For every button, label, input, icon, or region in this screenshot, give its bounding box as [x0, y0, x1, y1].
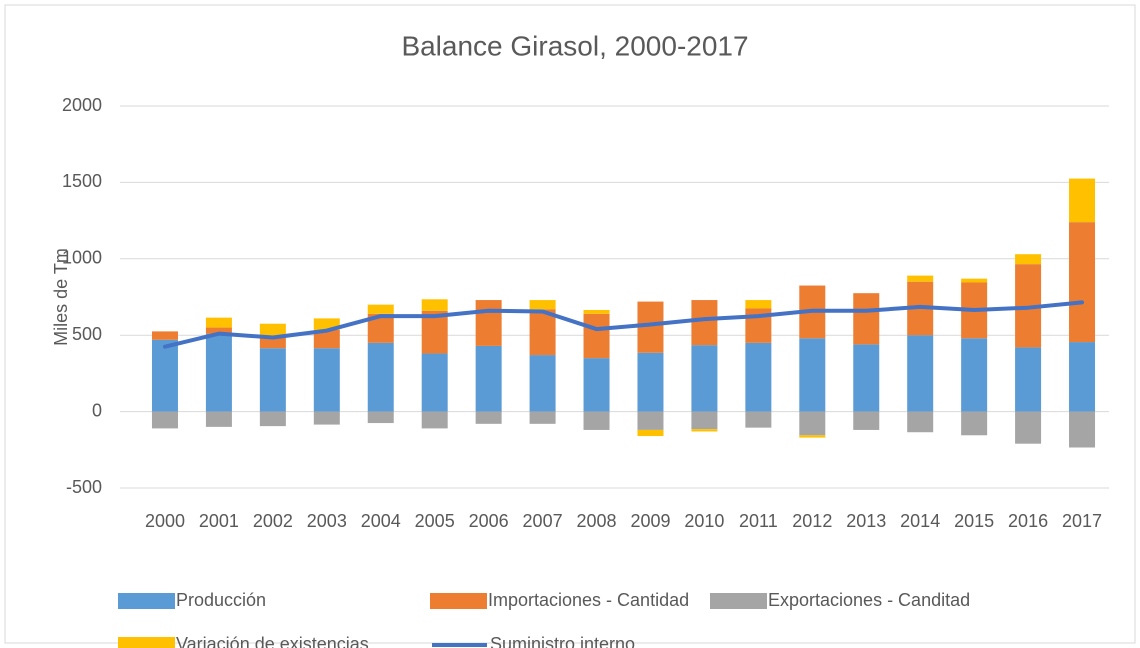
bar	[1069, 342, 1096, 412]
y-tick-label: -500	[66, 477, 102, 497]
chart-title: Balance Girasol, 2000-2017	[401, 30, 748, 61]
bar	[367, 304, 394, 314]
bar	[205, 327, 232, 334]
y-tick-label: 1500	[62, 171, 102, 191]
bar	[259, 348, 286, 412]
y-tick-label: 0	[92, 400, 102, 420]
bar	[1069, 411, 1096, 448]
bar	[799, 435, 826, 438]
x-tick-label: 2007	[523, 511, 563, 531]
bar	[529, 355, 556, 412]
x-tick-label: 2012	[792, 511, 832, 531]
bar	[637, 352, 664, 412]
bar	[583, 313, 610, 359]
line	[162, 300, 1085, 349]
legend-label: Variación de existencias	[176, 634, 369, 648]
x-tick-label: 2017	[1062, 511, 1102, 531]
bar	[1069, 178, 1096, 223]
bar	[421, 411, 448, 429]
bar	[529, 411, 556, 424]
bar	[367, 411, 394, 424]
x-tick-label: 2013	[846, 511, 886, 531]
bar	[583, 309, 610, 314]
bar	[313, 329, 340, 349]
x-tick-label: 2001	[199, 511, 239, 531]
legend-swatch	[430, 593, 487, 609]
bar	[637, 411, 664, 430]
bar	[205, 333, 232, 412]
legend-swatch	[118, 637, 175, 648]
bar	[799, 338, 826, 412]
x-tick-label: 2008	[577, 511, 617, 531]
y-tick-label: 1000	[62, 248, 102, 268]
bar	[691, 300, 718, 346]
bar	[151, 339, 178, 412]
bar	[1015, 347, 1042, 412]
bar	[1015, 411, 1042, 444]
bar	[367, 342, 394, 412]
bar	[1015, 254, 1042, 265]
bar	[691, 429, 718, 432]
bar	[961, 338, 988, 412]
bar	[853, 293, 880, 345]
x-tick-label: 2015	[954, 511, 994, 531]
y-axis-label: Miles de Tm	[51, 248, 71, 346]
bar	[151, 331, 178, 340]
bar	[421, 299, 448, 311]
bar	[475, 300, 502, 346]
bar	[907, 335, 934, 412]
bar	[691, 345, 718, 412]
x-tick-label: 2011	[739, 511, 778, 531]
bar	[961, 411, 988, 436]
legend-swatch	[710, 593, 767, 609]
x-tick-label: 2010	[684, 511, 724, 531]
x-tick-label: 2009	[630, 511, 670, 531]
x-tick-label: 2006	[469, 511, 509, 531]
bar	[583, 411, 610, 430]
bar	[259, 411, 286, 427]
legend-label: Importaciones - Cantidad	[488, 590, 689, 610]
bar	[313, 348, 340, 412]
legend-label: Suministro interno	[490, 634, 635, 648]
x-tick-label: 2002	[253, 511, 293, 531]
bar	[853, 411, 880, 430]
bar	[583, 358, 610, 412]
x-tick-label: 2000	[145, 511, 185, 531]
bar	[1069, 222, 1096, 343]
bar	[205, 411, 232, 427]
legend-swatch	[118, 593, 175, 609]
bar	[259, 323, 286, 336]
bar	[691, 411, 718, 430]
bar	[151, 411, 178, 429]
y-tick-label: 2000	[62, 95, 102, 115]
bar	[475, 345, 502, 412]
legend-label: Exportaciones - Canditad	[768, 590, 970, 610]
bar	[745, 411, 772, 428]
bar	[799, 411, 826, 436]
bar	[745, 342, 772, 412]
bar	[907, 411, 934, 433]
x-tick-label: 2005	[415, 511, 455, 531]
x-tick-label: 2016	[1008, 511, 1048, 531]
bar	[961, 278, 988, 283]
y-tick-label: 500	[72, 324, 102, 344]
chart-border	[4, 4, 1136, 644]
bar	[205, 317, 232, 328]
x-tick-label: 2003	[307, 511, 347, 531]
bar	[907, 275, 934, 282]
x-tick-label: 2014	[900, 511, 940, 531]
bar	[745, 300, 772, 309]
bar	[475, 411, 502, 424]
bar	[637, 429, 664, 437]
bar	[529, 300, 556, 310]
bar	[529, 309, 556, 356]
bar	[853, 344, 880, 412]
legend-label: Producción	[176, 590, 266, 610]
x-tick-label: 2004	[361, 511, 401, 531]
bar	[421, 353, 448, 412]
bar	[313, 411, 340, 425]
bar	[313, 318, 340, 330]
